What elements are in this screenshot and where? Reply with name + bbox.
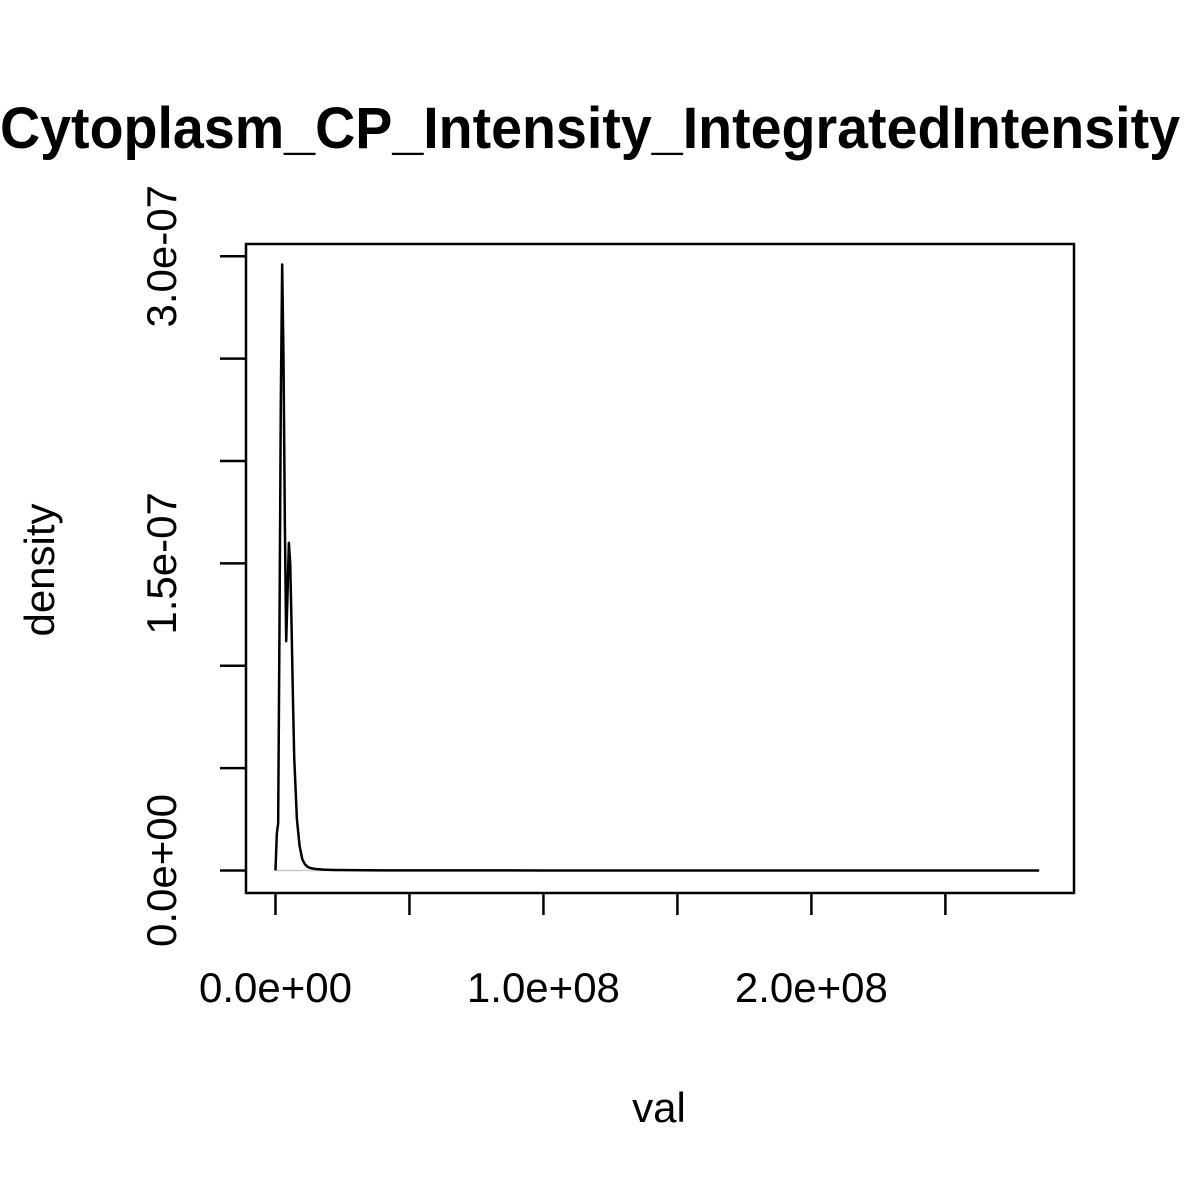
y-axis-label: density — [16, 503, 63, 636]
y-axis: 0.0e+00 1.5e-07 3.0e-07 — [138, 185, 246, 947]
plot-frame — [244, 242, 1076, 895]
x-axis: 0.0e+00 1.0e+08 2.0e+08 — [199, 893, 947, 1011]
x-axis-label: val — [632, 1084, 686, 1131]
x-tick-label: 0.0e+00 — [199, 964, 352, 1011]
chart-title: Cytoplasm_CP_Intensity_IntegratedIntensi… — [0, 96, 1180, 161]
y-tick-label: 3.0e-07 — [138, 185, 185, 327]
x-tick-label: 2.0e+08 — [735, 964, 888, 1011]
y-tick-label: 0.0e+00 — [138, 794, 185, 947]
density-curve — [274, 263, 1040, 872]
y-tick-label: 1.5e-07 — [138, 492, 185, 634]
x-tick-label: 1.0e+08 — [467, 964, 620, 1011]
